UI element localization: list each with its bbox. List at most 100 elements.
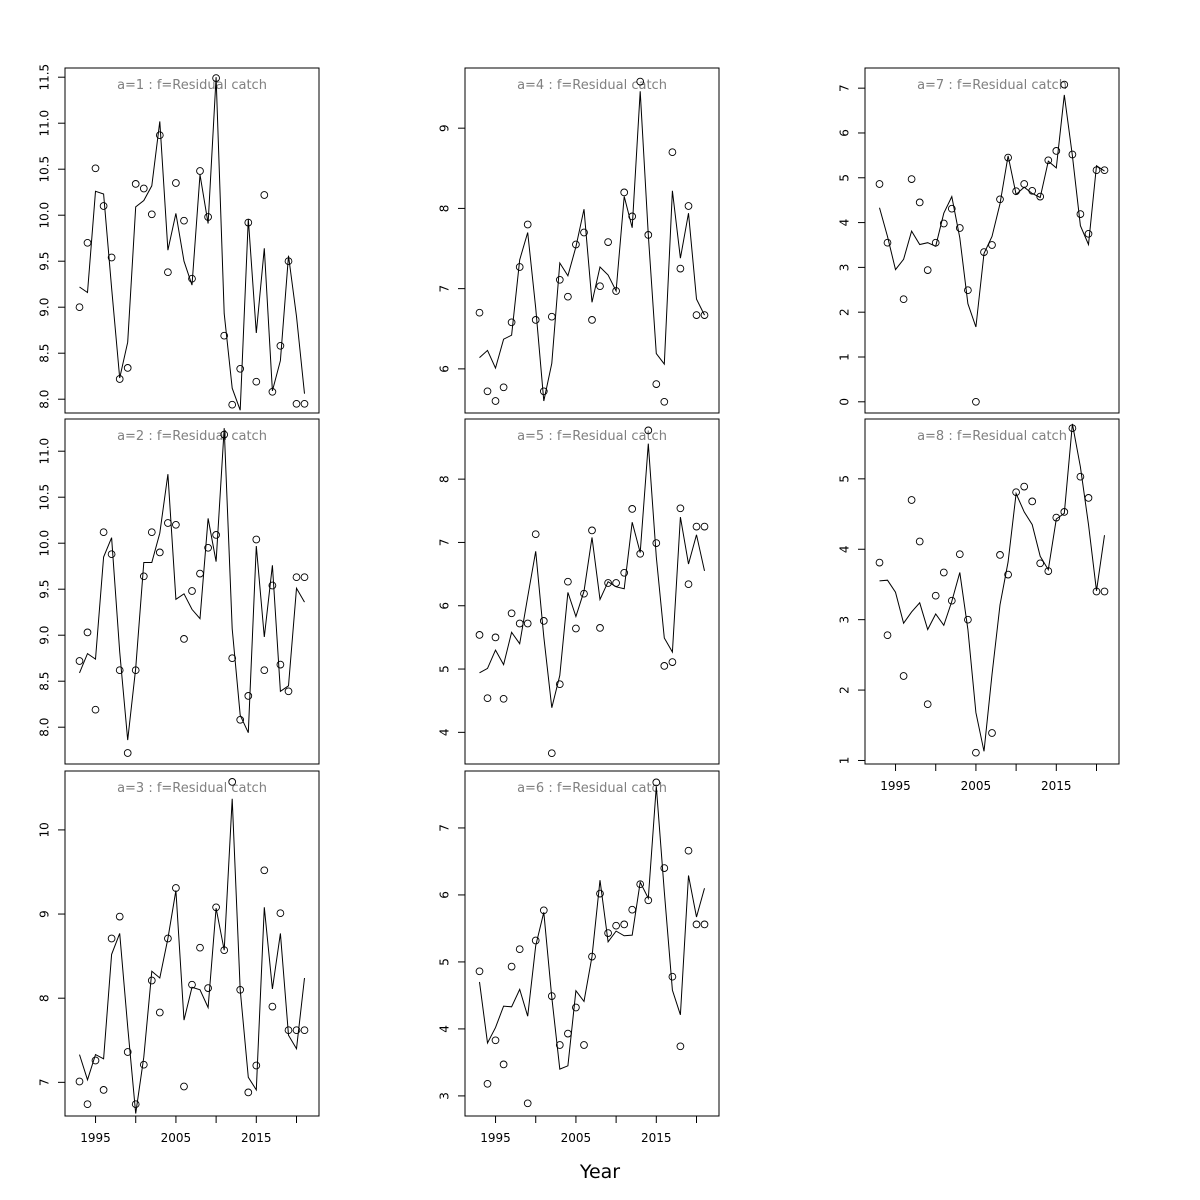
observed-point <box>939 219 948 228</box>
observed-point <box>555 275 564 284</box>
observed-point <box>899 672 908 680</box>
panel-title: a=1 : f=Residual catch <box>117 78 267 93</box>
observed-point <box>164 268 172 277</box>
observed-point <box>547 312 556 321</box>
observed-point <box>1004 153 1012 162</box>
y-tick-label: 8 <box>38 994 52 1002</box>
observed-point <box>660 397 669 406</box>
observed-point <box>123 364 132 372</box>
observed-point <box>131 1100 140 1109</box>
observed-point <box>172 179 180 187</box>
panels-group: a=1 : f=Residual catch8.08.59.09.510.010… <box>38 64 1120 1145</box>
panel-title: a=6 : f=Residual catch <box>517 781 667 796</box>
y-tick-label: 8.5 <box>38 672 52 691</box>
y-tick-label: 9.5 <box>38 252 52 271</box>
observed-point <box>523 619 532 628</box>
observed-point <box>700 522 709 531</box>
observed-point <box>292 573 301 582</box>
fitted-line <box>479 91 705 402</box>
y-tick-label: 6 <box>438 891 452 899</box>
observed-point <box>700 311 709 319</box>
y-tick-label: 5 <box>838 475 852 483</box>
observed-point <box>1076 472 1085 481</box>
observed-point <box>483 1079 492 1088</box>
observed-point <box>539 387 548 396</box>
observed-point <box>883 631 892 640</box>
observed-point <box>228 778 237 786</box>
panel-8: a=8 : f=Residual catch 1 2 3 4 5 1995 2005 2015 <box>838 418 1120 793</box>
fitted-line <box>879 94 1105 328</box>
observed-point <box>1100 166 1109 175</box>
observed-point <box>1084 229 1093 238</box>
x-axis-label: Year <box>579 1161 620 1183</box>
observed-point <box>507 609 516 618</box>
observed-point <box>628 905 637 914</box>
y-tick-label: 4 <box>438 1025 452 1033</box>
observed-point <box>300 573 309 582</box>
observed-point <box>1028 497 1037 506</box>
observed-point <box>491 397 500 405</box>
observed-point <box>475 631 484 639</box>
observed-point <box>700 920 709 929</box>
observed-point <box>252 1061 261 1070</box>
observed-point <box>588 526 596 535</box>
observed-point <box>596 282 604 291</box>
observed-point <box>515 945 524 954</box>
panel-3: a=3 : f=Residual catch 7 8 9 10 1995 2005 2015 <box>38 770 320 1145</box>
y-tick-label: 6 <box>438 365 452 373</box>
observed-point <box>292 1026 301 1035</box>
observed-point <box>652 380 661 388</box>
observed-point <box>115 666 124 675</box>
observed-point <box>915 537 924 546</box>
observed-point <box>955 224 964 232</box>
panel-title: a=5 : f=Residual catch <box>517 429 667 444</box>
observed-point <box>676 504 685 513</box>
observed-point <box>972 397 980 406</box>
observed-point <box>572 1003 580 1012</box>
observed-point <box>491 633 500 642</box>
observed-point <box>483 387 492 396</box>
observed-point <box>99 202 108 210</box>
observed-point <box>644 426 653 435</box>
observed-point <box>555 680 564 689</box>
y-tick-label: 10 <box>38 822 52 837</box>
observed-point <box>276 660 285 669</box>
observed-point <box>531 316 540 324</box>
y-tick-label: 8.5 <box>38 344 52 363</box>
observed-point <box>676 264 685 273</box>
y-tick-label: 4 <box>838 219 852 227</box>
observed-point <box>596 889 604 898</box>
observed-point <box>475 967 484 976</box>
observed-point <box>564 292 572 301</box>
observed-point <box>268 581 277 590</box>
observed-point <box>988 241 996 249</box>
observed-point <box>604 579 612 587</box>
observed-point <box>620 188 629 197</box>
y-tick-label: 4 <box>438 729 452 737</box>
observed-point <box>564 577 572 586</box>
y-tick-label: 10.0 <box>38 530 52 557</box>
y-tick-label: 3 <box>438 1092 452 1100</box>
panel-7: a=7 : f=Residual catch 0 1 2 3 4 5 6 7 <box>838 67 1120 414</box>
x-tick-label: 2015 <box>1041 779 1072 793</box>
observed-point <box>483 694 492 703</box>
observed-point <box>604 929 612 937</box>
x-tick-label: 1995 <box>880 779 911 793</box>
observed-point <box>99 1086 108 1094</box>
observed-point <box>1020 482 1029 491</box>
observed-point <box>580 1041 588 1049</box>
observed-point <box>692 311 701 319</box>
observed-point <box>252 535 261 544</box>
panel-frame <box>464 418 720 765</box>
observed-point <box>244 1088 253 1097</box>
observed-point <box>180 635 188 643</box>
observed-point <box>1036 192 1045 201</box>
y-tick-label: 7 <box>438 285 452 293</box>
observed-point <box>555 1041 564 1049</box>
panel-frame <box>864 418 1120 765</box>
observed-point <box>83 1100 92 1109</box>
observed-point <box>875 558 884 567</box>
observed-point <box>107 253 116 262</box>
observed-point <box>91 1056 100 1065</box>
